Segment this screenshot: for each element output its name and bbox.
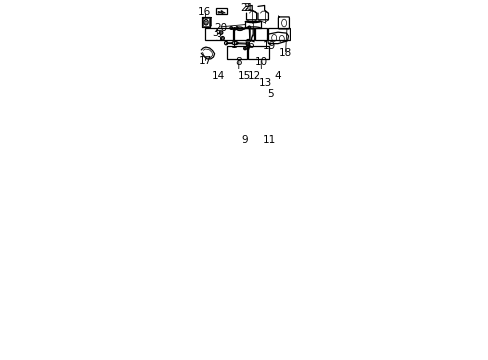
Text: 17: 17 bbox=[199, 56, 212, 66]
Text: 11: 11 bbox=[262, 135, 275, 145]
Text: 7: 7 bbox=[243, 45, 250, 55]
Bar bbox=[204, 28, 232, 40]
Text: 3: 3 bbox=[215, 33, 221, 43]
Bar bbox=[268, 28, 289, 40]
Text: 12: 12 bbox=[247, 71, 261, 81]
Text: 19: 19 bbox=[262, 41, 275, 51]
Text: 4: 4 bbox=[274, 71, 280, 81]
Text: 20: 20 bbox=[214, 23, 227, 33]
Text: 3: 3 bbox=[212, 28, 218, 37]
Bar bbox=[216, 8, 227, 14]
Text: 2: 2 bbox=[243, 3, 249, 13]
Bar bbox=[233, 28, 253, 40]
Text: 16: 16 bbox=[198, 6, 211, 17]
Text: 1: 1 bbox=[230, 40, 237, 50]
Text: 21: 21 bbox=[240, 3, 253, 13]
Text: 5: 5 bbox=[266, 89, 273, 99]
Text: 10: 10 bbox=[254, 57, 267, 67]
Text: 8: 8 bbox=[235, 57, 242, 67]
Text: 13: 13 bbox=[259, 78, 272, 88]
Bar bbox=[254, 28, 267, 40]
Bar bbox=[226, 46, 247, 59]
Text: 9: 9 bbox=[241, 135, 247, 145]
Text: 18: 18 bbox=[279, 48, 292, 58]
Text: 14: 14 bbox=[212, 71, 225, 81]
Bar bbox=[248, 46, 268, 59]
Text: 15: 15 bbox=[237, 71, 250, 81]
Text: 6: 6 bbox=[247, 40, 254, 50]
